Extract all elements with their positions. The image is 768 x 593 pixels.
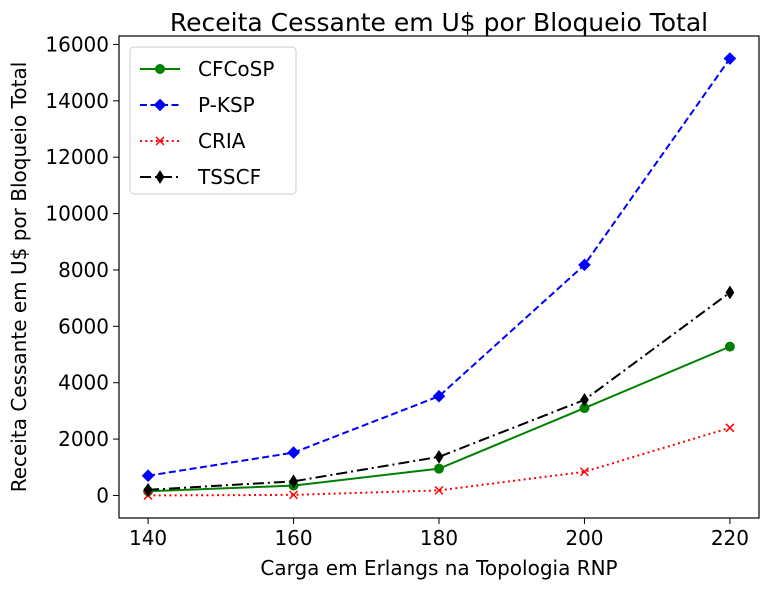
y-tick-label: 12000 xyxy=(45,145,109,169)
legend-label: TSSCF xyxy=(197,165,261,189)
series-layer xyxy=(141,52,737,500)
series-line xyxy=(148,291,731,491)
data-point xyxy=(432,389,446,403)
y-tick-label: 6000 xyxy=(58,314,109,338)
data-point xyxy=(724,341,735,352)
y-tick-label: 10000 xyxy=(45,202,109,226)
legend-marker xyxy=(155,64,165,74)
legend-item: P-KSP xyxy=(140,93,255,117)
legend-item: TSSCF xyxy=(140,165,261,189)
x-tick-label: 200 xyxy=(565,526,603,550)
x-tick-label: 140 xyxy=(129,526,167,550)
series-tsscf xyxy=(143,285,735,497)
series-line xyxy=(148,426,731,497)
legend-item: CRIA xyxy=(140,129,246,153)
legend-box xyxy=(129,46,297,195)
y-tick-label: 8000 xyxy=(58,258,109,282)
y-axis: 0 2000 4000 6000 8000 10000 12000 14000 16000 xyxy=(45,32,119,507)
data-point xyxy=(725,423,735,433)
data-point xyxy=(141,469,155,483)
y-tick-label: 0 xyxy=(96,483,109,507)
data-point xyxy=(578,258,591,272)
data-point xyxy=(725,285,735,300)
data-point xyxy=(723,52,737,65)
legend-marker xyxy=(153,98,167,112)
data-point xyxy=(143,482,153,497)
y-tick-label: 4000 xyxy=(58,371,109,395)
x-axis: 140 160 180 200 220 xyxy=(129,518,749,550)
chart-title: Receita Cessante em U$ por Bloqueio Tota… xyxy=(170,8,708,37)
legend: CFCoSP P-KSP CRIA TSSCF xyxy=(129,46,297,195)
legend-label: CRIA xyxy=(198,129,246,153)
data-point xyxy=(434,485,444,495)
y-tick-label: 16000 xyxy=(45,32,109,56)
series-line xyxy=(147,57,731,477)
data-point xyxy=(289,490,299,500)
data-point xyxy=(287,446,300,459)
x-tick-label: 180 xyxy=(420,526,458,550)
x-tick-label: 220 xyxy=(711,526,749,550)
data-point xyxy=(580,392,589,407)
legend-label: CFCoSP xyxy=(198,57,274,81)
x-tick-label: 160 xyxy=(274,526,312,550)
data-point xyxy=(434,449,444,464)
data-point xyxy=(289,474,298,489)
data-point xyxy=(579,467,589,477)
y-axis-label: Receita Cessante em U$ por Bloqueio Tota… xyxy=(7,62,31,493)
legend-item: CFCoSP xyxy=(140,57,274,81)
legend-label: P-KSP xyxy=(198,93,255,117)
y-tick-label: 14000 xyxy=(45,89,109,113)
legend-marker xyxy=(155,170,165,184)
x-axis-label: Carga em Erlangs na Topologia RNP xyxy=(260,556,617,580)
y-tick-label: 2000 xyxy=(58,427,109,451)
legend-marker xyxy=(155,136,165,146)
series-p-ksp xyxy=(141,52,737,483)
data-point xyxy=(434,463,444,474)
